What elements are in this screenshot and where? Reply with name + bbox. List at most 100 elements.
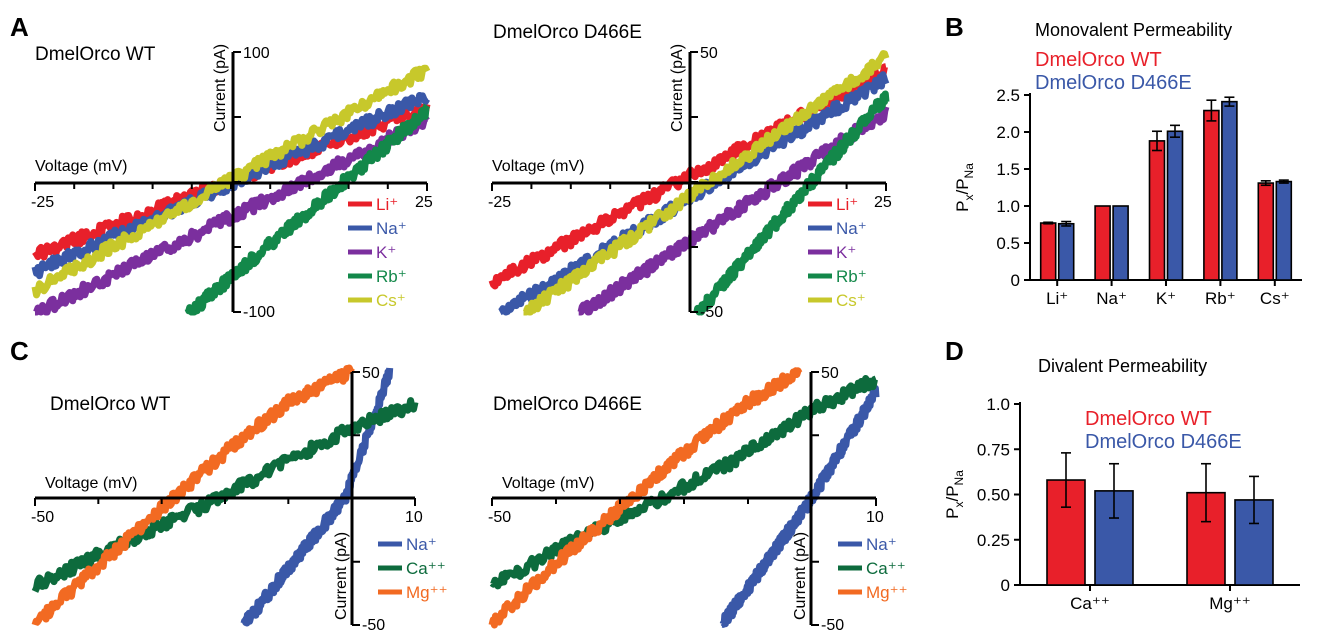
bar-chart-divalent: 0 0.25 0.50 0.75 1.0 Ca⁺⁺ Mg⁺⁺ Divalent Permeab…	[943, 356, 1300, 613]
category-label-lip: Li⁺	[1046, 289, 1068, 308]
y-tick-label: 1.0	[986, 395, 1010, 414]
y-tick-label-min: -100	[243, 304, 275, 321]
bar-capp-d466e	[1094, 490, 1134, 586]
legend-label-capp: Ca⁺⁺	[406, 559, 446, 578]
trace-nap	[240, 367, 394, 627]
y-tick-label: 1.0	[996, 197, 1020, 216]
panel-label-a: A	[10, 12, 29, 42]
legend-label-kp: K⁺	[376, 243, 396, 262]
category-label-nap: Na⁺	[1096, 289, 1127, 308]
bar-nap-d466e	[1112, 205, 1129, 281]
legend-label-capp: Ca⁺⁺	[866, 559, 906, 578]
legend-label-rbp: Rb⁺	[376, 267, 407, 286]
trace-capp	[31, 397, 419, 593]
y-axis-title: Px/PNa	[943, 470, 966, 519]
legend-label-nap: Na⁺	[376, 219, 407, 238]
legend-label-kp: K⁺	[836, 243, 856, 262]
y-axis-title: Current (pA)	[669, 44, 686, 132]
legend-d466e: DmelOrco D466E	[1035, 72, 1192, 94]
legend-label-nap: Na⁺	[866, 535, 897, 554]
legend-label-mgpp: Mg⁺⁺	[866, 583, 908, 602]
y-tick-label-min: -50	[821, 617, 844, 634]
y-tick-label: 2.5	[996, 86, 1020, 105]
category-label-rbp: Rb⁺	[1205, 289, 1236, 308]
iv-plot-c-d466e: -50 10 50 -50 Voltage (mV) Current (pA) DmelOr…	[488, 365, 908, 634]
x-tick-label-min: -50	[488, 509, 511, 526]
legend-d466e: DmelOrco D466E	[1085, 431, 1242, 453]
legend-label-lip: Li⁺	[376, 195, 398, 214]
x-axis-title: Voltage (mV)	[35, 158, 127, 175]
iv-plot-c-wt: -50 10 50 -50 Voltage (mV) Current (pA) DmelOr…	[31, 364, 448, 634]
x-axis-title: Voltage (mV)	[502, 475, 594, 492]
y-tick-label: 0.25	[977, 531, 1010, 550]
y-tick-label: 0.75	[977, 440, 1010, 459]
x-tick-label-min: -50	[31, 509, 54, 526]
y-tick-label: 1.5	[996, 160, 1020, 179]
bar-kp-wt	[1148, 140, 1166, 281]
category-label-csp: Cs⁺	[1260, 289, 1290, 308]
y-axis-title: Current (pA)	[792, 532, 809, 620]
plot-title: DmelOrco D466E	[493, 394, 642, 415]
plot-title: DmelOrco WT	[35, 44, 156, 65]
trace-nap	[719, 384, 880, 628]
legend-label-lip: Li⁺	[836, 195, 858, 214]
bar-lip-d466e	[1057, 222, 1075, 281]
bar-rbp-d466e	[1221, 100, 1238, 281]
x-tick-label-max: 25	[415, 194, 433, 211]
y-tick-label: 0.5	[996, 234, 1020, 253]
trace-mgpp	[488, 367, 803, 629]
y-axis-title: Current (pA)	[333, 532, 350, 620]
legend-label-rbp: Rb⁺	[836, 267, 867, 286]
y-tick-label-max: 50	[700, 45, 718, 62]
y-tick-label-max: 50	[821, 365, 839, 382]
y-tick-label: 0	[1001, 576, 1010, 595]
legend-label-mgpp: Mg⁺⁺	[406, 583, 448, 602]
bar-chart-monovalent: 0 0.5 1.0 1.5 2.0 2.5 Li⁺ Na⁺ K⁺ Rb⁺ Cs⁺ Monovalent…	[953, 20, 1302, 308]
panel-label-c: C	[10, 336, 29, 366]
legend-wt: DmelOrco WT	[1085, 408, 1212, 430]
plot-title: DmelOrco D466E	[493, 22, 642, 43]
y-tick-label: 2.0	[996, 123, 1020, 142]
legend-wt: DmelOrco WT	[1035, 49, 1162, 71]
plot-title: DmelOrco WT	[50, 394, 171, 415]
bar-nap-wt	[1094, 205, 1111, 281]
x-tick-label-max: 10	[405, 509, 423, 526]
category-label-capp: Ca⁺⁺	[1070, 594, 1110, 613]
trace-mgpp	[31, 364, 355, 627]
iv-plot-a-wt: -25 25 100 -100 Voltage (mV) Current (pA) Dmel…	[31, 44, 433, 321]
category-label-mgpp: Mg⁺⁺	[1209, 594, 1251, 613]
y-tick-label: 0.50	[977, 486, 1010, 505]
trace-kp	[33, 115, 430, 316]
y-axis-title: Px/PNa	[953, 163, 976, 212]
panel-label-b: B	[945, 12, 964, 42]
panel-label-d: D	[945, 336, 964, 366]
legend-label-csp: Cs⁺	[836, 291, 866, 310]
y-tick-label-min: -50	[362, 617, 385, 634]
x-tick-label-min: -25	[31, 194, 54, 211]
x-axis-title: Voltage (mV)	[492, 158, 584, 175]
bar-kp-d466e	[1166, 130, 1184, 281]
chart-title: Monovalent Permeability	[1035, 20, 1232, 40]
bar-csp-d466e	[1275, 180, 1293, 281]
trace-rbp	[693, 90, 890, 316]
iv-plot-a-d466e: -25 25 50 -50 Voltage (mV) Current (pA) DmelOr…	[488, 22, 892, 321]
x-axis-title: Voltage (mV)	[45, 475, 137, 492]
bar-lip-wt	[1039, 222, 1057, 281]
category-label-kp: K⁺	[1156, 289, 1176, 308]
legend-label-nap: Na⁺	[406, 535, 437, 554]
x-tick-label-min: -25	[488, 194, 511, 211]
y-axis-title: Current (pA)	[212, 44, 229, 132]
x-tick-label-max: 10	[866, 509, 884, 526]
legend-label-nap: Na⁺	[836, 219, 867, 238]
y-tick-label-max: 100	[243, 45, 270, 62]
trace-rbp	[184, 103, 431, 316]
y-tick-label-min: -50	[700, 304, 723, 321]
y-tick-label: 0	[1011, 271, 1020, 290]
x-tick-label-max: 25	[874, 194, 892, 211]
legend-label-csp: Cs⁺	[376, 291, 406, 310]
bar-rbp-wt	[1203, 109, 1220, 281]
y-tick-label-max: 50	[362, 365, 380, 382]
bar-csp-wt	[1257, 182, 1275, 281]
trace-csp	[31, 64, 431, 299]
